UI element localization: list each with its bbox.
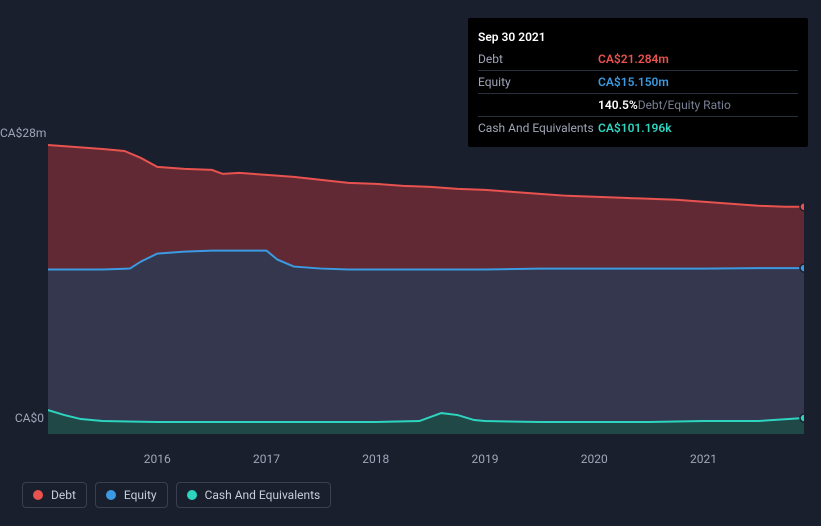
end-marker-cash-and-equivalents bbox=[800, 414, 804, 422]
legend-label: Equity bbox=[124, 488, 157, 502]
legend-label: Cash And Equivalents bbox=[205, 488, 321, 502]
tooltip-row: EquityCA$15.150m bbox=[478, 70, 798, 93]
tooltip-row: Cash And EquivalentsCA$101.196k bbox=[478, 116, 798, 139]
legend-dot-icon bbox=[106, 490, 116, 500]
area-equity bbox=[48, 251, 804, 434]
tooltip-row-value: CA$21.284m bbox=[598, 50, 669, 68]
x-axis-tick: 2021 bbox=[690, 452, 717, 466]
end-marker-debt bbox=[800, 203, 804, 211]
legend-item-cash-and-equivalents[interactable]: Cash And Equivalents bbox=[176, 482, 332, 508]
legend-item-equity[interactable]: Equity bbox=[95, 482, 168, 508]
tooltip-row-value: 140.5% bbox=[598, 96, 638, 114]
end-marker-equity bbox=[800, 264, 804, 272]
tooltip-row-label bbox=[478, 96, 598, 114]
tooltip-row-value: CA$15.150m bbox=[598, 73, 669, 91]
tooltip-row-label: Cash And Equivalents bbox=[478, 119, 598, 137]
x-axis-tick: 2016 bbox=[144, 452, 171, 466]
legend-dot-icon bbox=[33, 490, 43, 500]
tooltip-date: Sep 30 2021 bbox=[478, 28, 546, 46]
legend-dot-icon bbox=[187, 490, 197, 500]
legend-label: Debt bbox=[51, 488, 76, 502]
tooltip-row-value: CA$101.196k bbox=[598, 119, 672, 137]
legend-item-debt[interactable]: Debt bbox=[22, 482, 87, 508]
tooltip-row-suffix: Debt/Equity Ratio bbox=[638, 96, 731, 114]
tooltip-row-label: Debt bbox=[478, 50, 598, 68]
tooltip-row-label: Equity bbox=[478, 73, 598, 91]
y-axis-min-label: CA$0 bbox=[0, 411, 44, 425]
y-axis-max-label: CA$28m bbox=[0, 126, 44, 140]
x-axis-tick: 2020 bbox=[581, 452, 608, 466]
x-axis-tick: 2019 bbox=[471, 452, 498, 466]
area-chart bbox=[48, 140, 804, 434]
tooltip-row: DebtCA$21.284m bbox=[478, 48, 798, 70]
tooltip-row: 140.5% Debt/Equity Ratio bbox=[478, 93, 798, 116]
chart-tooltip: Sep 30 2021 DebtCA$21.284mEquityCA$15.15… bbox=[468, 18, 808, 147]
x-axis-tick: 2018 bbox=[362, 452, 389, 466]
chart-legend: Debt Equity Cash And Equivalents bbox=[22, 482, 331, 508]
x-axis-tick: 2017 bbox=[253, 452, 280, 466]
